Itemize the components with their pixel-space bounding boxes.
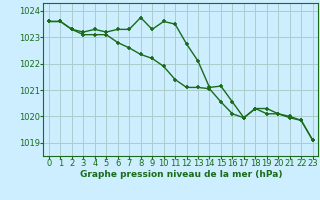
X-axis label: Graphe pression niveau de la mer (hPa): Graphe pression niveau de la mer (hPa)	[80, 170, 282, 179]
